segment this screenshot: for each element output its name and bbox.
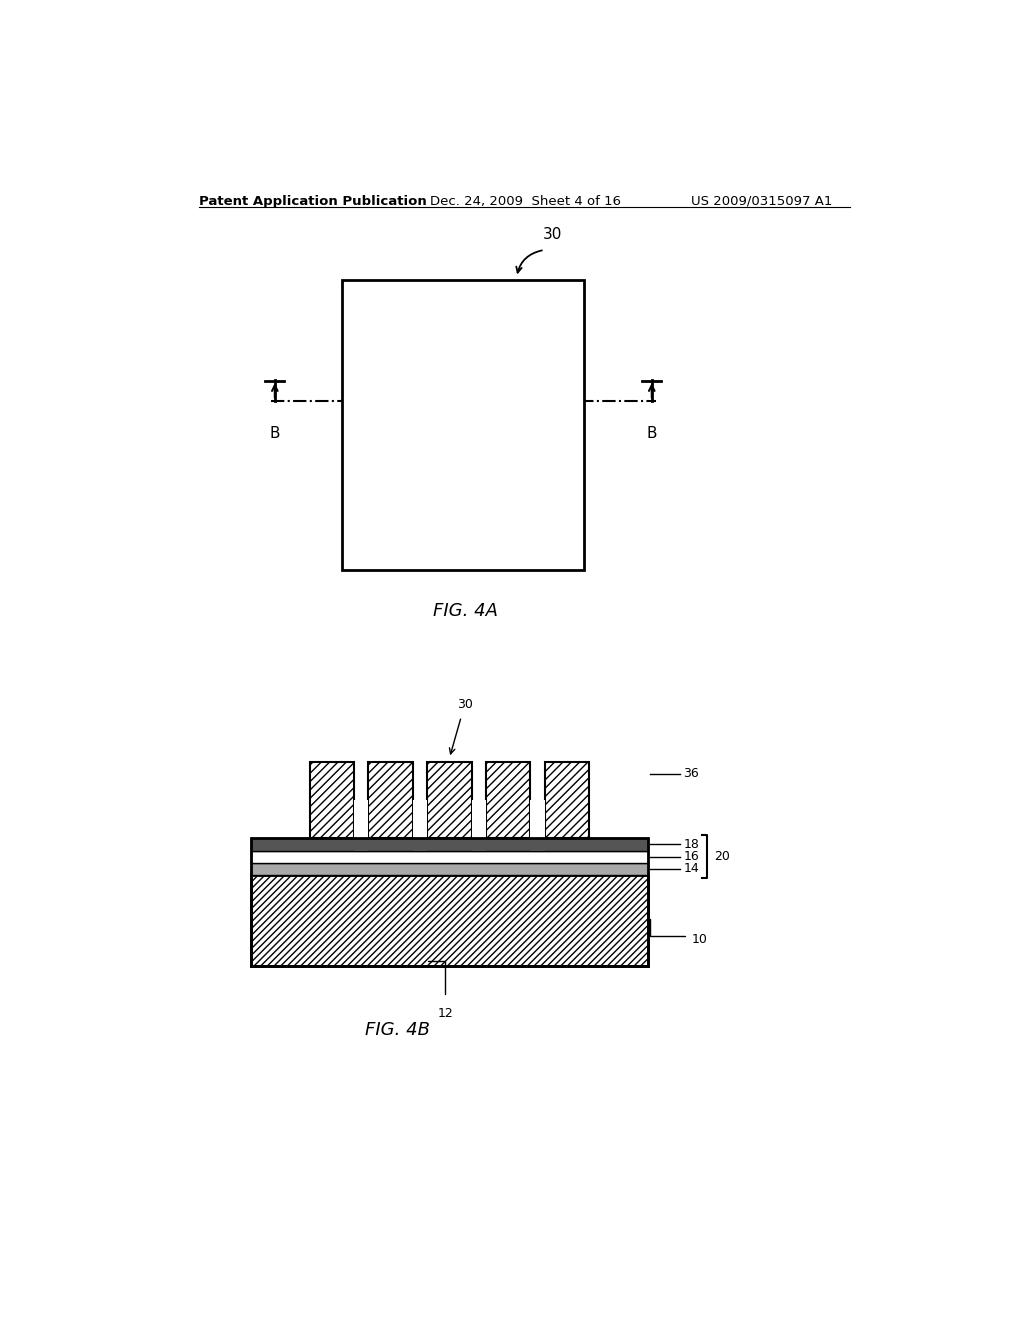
Bar bbox=[486, 762, 530, 838]
Text: 20: 20 bbox=[714, 850, 729, 863]
Text: US 2009/0315097 A1: US 2009/0315097 A1 bbox=[691, 195, 833, 209]
Bar bbox=[251, 838, 648, 850]
Text: 30: 30 bbox=[458, 698, 473, 711]
Bar bbox=[427, 762, 472, 838]
Text: 14: 14 bbox=[684, 862, 699, 875]
Bar bbox=[309, 762, 354, 838]
Bar bbox=[369, 762, 413, 838]
Text: B: B bbox=[269, 426, 281, 441]
Bar bbox=[251, 875, 648, 966]
Bar bbox=[354, 800, 369, 838]
Text: 36: 36 bbox=[684, 767, 699, 780]
Bar bbox=[342, 280, 585, 570]
Bar bbox=[427, 762, 472, 838]
Text: 18: 18 bbox=[684, 838, 699, 851]
Bar bbox=[530, 800, 545, 838]
Text: 16: 16 bbox=[684, 850, 699, 863]
Bar bbox=[413, 800, 427, 838]
Bar bbox=[354, 838, 369, 850]
Bar bbox=[486, 762, 530, 838]
Bar bbox=[472, 838, 486, 850]
Text: FIG. 4A: FIG. 4A bbox=[433, 602, 498, 619]
Text: 10: 10 bbox=[691, 933, 708, 946]
Bar bbox=[251, 850, 648, 863]
Text: FIG. 4B: FIG. 4B bbox=[366, 1022, 430, 1039]
Bar bbox=[251, 838, 648, 966]
Text: B: B bbox=[646, 426, 657, 441]
Text: Patent Application Publication: Patent Application Publication bbox=[200, 195, 427, 209]
Bar bbox=[251, 875, 648, 966]
Bar bbox=[545, 762, 589, 838]
Bar bbox=[413, 838, 427, 850]
Bar bbox=[472, 800, 486, 838]
Text: 30: 30 bbox=[543, 227, 562, 242]
Bar bbox=[530, 838, 545, 850]
Text: Dec. 24, 2009  Sheet 4 of 16: Dec. 24, 2009 Sheet 4 of 16 bbox=[430, 195, 621, 209]
Bar bbox=[309, 762, 354, 838]
Bar bbox=[545, 762, 589, 838]
Bar bbox=[251, 863, 648, 875]
Bar bbox=[369, 762, 413, 838]
Text: 12: 12 bbox=[437, 1007, 454, 1020]
